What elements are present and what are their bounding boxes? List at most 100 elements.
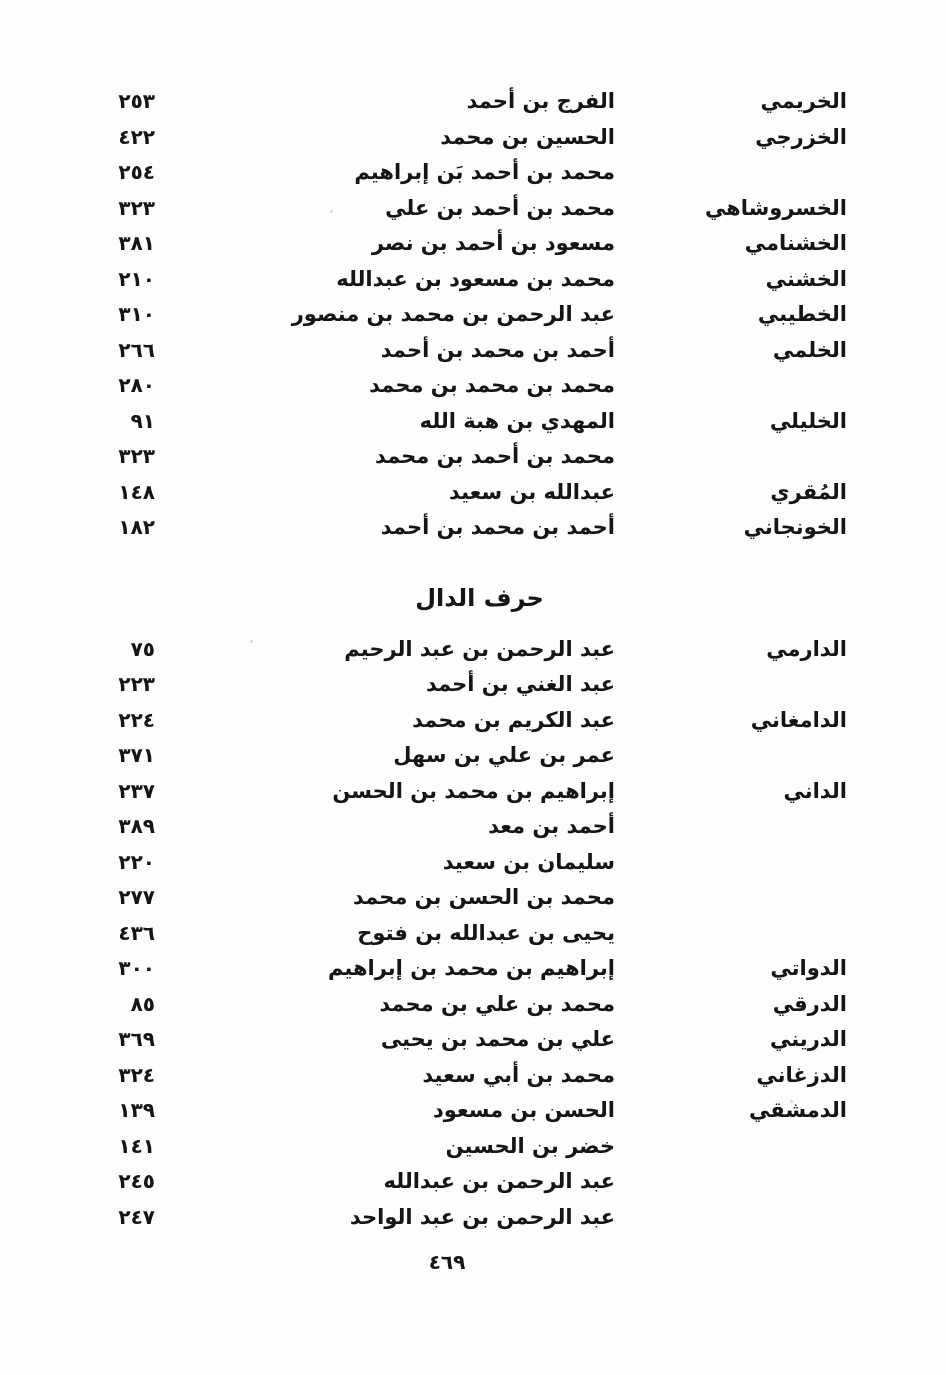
entry-name: محمد بن محمد بن محمد <box>369 373 615 397</box>
entry-name: إبراهيم بن محمد بن الحسن <box>332 778 615 803</box>
entry-surname: الدزغاني <box>756 1062 847 1087</box>
table-row: عبد الغني بن أحمد ٢٢٣ <box>100 667 847 703</box>
table-row: المُقري عبدالله بن سعيد ١٤٨ <box>100 475 847 511</box>
section-header: حرف الدال <box>415 583 544 612</box>
entry-page-number: ٣٦٩ <box>118 1027 155 1051</box>
entry-name: عبد الرحمن بن عبدالله <box>383 1169 615 1193</box>
entry-surname: الدارمي <box>766 636 847 661</box>
table-row: عمر بن علي بن سهل ٣٧١ <box>100 738 847 774</box>
scan-speck <box>250 640 253 643</box>
entry-name: المهدي بن هبة الله <box>419 408 615 433</box>
entry-name: عمر بن علي بن سهل <box>393 743 615 767</box>
entry-page-number: ٢٣٧ <box>118 778 155 803</box>
entry-surname: الخشني <box>765 266 847 291</box>
entry-name: إبراهيم بن محمد بن إبراهيم <box>327 956 615 980</box>
entry-name: محمد بن أحمد بن علي <box>385 195 615 220</box>
entry-name: خضر بن الحسين <box>445 1133 615 1158</box>
entry-name: عبد الكريم بن محمد <box>412 707 615 732</box>
table-row: الخطيبي عبد الرحمن بن محمد بن منصور ٣١٠ <box>100 297 847 333</box>
entry-name: محمد بن علي بن محمد <box>379 991 615 1016</box>
entry-page-number: ٢٦٦ <box>118 337 155 362</box>
entry-surname: الداني <box>783 778 847 803</box>
entry-surname: الدمشقي <box>749 1098 847 1122</box>
table-row: عبد الرحمن بن عبد الواحد ٢٤٧ <box>100 1200 847 1236</box>
entry-page-number: ٣٨١ <box>118 231 155 255</box>
entry-page-number: ٨٥ <box>130 991 155 1016</box>
entry-page-number: ٩١ <box>130 408 155 433</box>
entry-name: محمد بن مسعود بن عبدالله <box>336 266 615 291</box>
table-row: عبد الرحمن بن عبدالله ٢٤٥ <box>100 1164 847 1200</box>
index-section: الخريمي الفرج بن أحمد ٢٥٣ الخزرجي الحسين… <box>100 84 847 546</box>
entry-name: عبدالله بن سعيد <box>448 479 615 504</box>
table-row: الخشنامي مسعود بن أحمد بن نصر ٣٨١ <box>100 226 847 262</box>
table-row: الخونجاني أحمد بن محمد بن أحمد ١٨٢ <box>100 510 847 546</box>
entry-page-number: ٤٢٢ <box>118 124 155 149</box>
table-row: الدمشقي الحسن بن مسعود ١٣٩ <box>100 1093 847 1129</box>
table-row: الدرقي محمد بن علي بن محمد ٨٥ <box>100 987 847 1023</box>
entry-page-number: ٣٠٠ <box>118 956 155 980</box>
entry-surname: الخليلي <box>769 408 847 433</box>
entry-name: أحمد بن محمد بن أحمد <box>380 515 615 539</box>
entry-name: الحسن بن مسعود <box>432 1098 615 1122</box>
entry-page-number: ٣٢٣ <box>118 444 155 468</box>
entry-surname: الخشنامي <box>744 231 847 255</box>
entry-name: عبد الرحمن بن محمد بن منصور <box>291 302 615 326</box>
scan-speck <box>330 210 333 213</box>
table-row: الداني إبراهيم بن محمد بن الحسن ٢٣٧ <box>100 774 847 810</box>
entry-page-number: ٢٤٥ <box>118 1169 155 1193</box>
table-row: الخريمي الفرج بن أحمد ٢٥٣ <box>100 84 847 120</box>
scan-speck <box>790 1100 793 1103</box>
entry-page-number: ١٤٨ <box>118 479 155 504</box>
entry-page-number: ٢١٠ <box>118 266 155 291</box>
entry-name: محمد بن أحمد بَن إبراهيم <box>354 160 615 184</box>
table-row: محمد بن محمد بن محمد ٢٨٠ <box>100 368 847 404</box>
table-row: الخشني محمد بن مسعود بن عبدالله ٢١٠ <box>100 262 847 298</box>
entry-page-number: ٢٤٧ <box>118 1204 155 1229</box>
entry-name: علي بن محمد بن يحيى <box>380 1027 615 1051</box>
section-rows: الخريمي الفرج بن أحمد ٢٥٣ الخزرجي الحسين… <box>100 84 847 546</box>
entry-name: عبد الرحمن بن عبد الرحيم <box>344 636 615 661</box>
entry-surname: الخونجاني <box>743 515 847 539</box>
table-row: محمد بن الحسن بن محمد ٢٧٧ <box>100 880 847 916</box>
entry-surname: الدرقي <box>772 991 847 1016</box>
entry-surname: الخسروشاهي <box>704 195 847 220</box>
entry-page-number: ٣٢٣ <box>118 195 155 220</box>
entry-surname: الخلمي <box>772 337 847 362</box>
entry-page-number: ٢٥٣ <box>118 89 155 113</box>
entry-surname: الخريمي <box>760 89 848 113</box>
entry-surname: الخطيبي <box>757 302 847 326</box>
table-row: خضر بن الحسين ١٤١ <box>100 1129 847 1165</box>
entry-page-number: ١٣٩ <box>118 1098 155 1122</box>
entry-name: الحسين بن محمد <box>440 124 615 149</box>
entry-name: الفرج بن أحمد <box>466 89 615 113</box>
entry-page-number: ٣٢٤ <box>118 1062 155 1087</box>
entry-page-number: ٢٢٤ <box>118 707 155 732</box>
table-row: يحيى بن عبدالله بن فتوح ٤٣٦ <box>100 916 847 952</box>
entry-name: محمد بن الحسن بن محمد <box>353 885 615 909</box>
entry-surname: المُقري <box>770 479 847 504</box>
entry-page-number: ٢٨٠ <box>118 373 155 397</box>
entry-page-number: ٣٧١ <box>118 743 155 767</box>
section-rows: الدارمي عبد الرحمن بن عبد الرحيم ٧٥ عبد … <box>100 632 847 1236</box>
entry-surname: الخزرجي <box>755 124 847 149</box>
table-row: سليمان بن سعيد ٢٢٠ <box>100 845 847 881</box>
entry-page-number: ٢٧٧ <box>118 885 155 909</box>
table-row: الدواتي إبراهيم بن محمد بن إبراهيم ٣٠٠ <box>100 951 847 987</box>
entry-name: أحمد بن محمد بن أحمد <box>380 337 615 362</box>
entry-page-number: ٢٢٣ <box>118 672 155 696</box>
table-row: محمد بن أحمد بَن إبراهيم ٢٥٤ <box>100 155 847 191</box>
entry-surname: الدامغاني <box>750 707 847 732</box>
entry-name: أحمد بن معد <box>488 814 615 838</box>
table-row: الدريني علي بن محمد بن يحيى ٣٦٩ <box>100 1022 847 1058</box>
page-number: ٤٦٩ <box>428 1250 466 1274</box>
entry-page-number: ١٨٢ <box>118 515 155 539</box>
entry-name: عبد الرحمن بن عبد الواحد <box>349 1204 615 1229</box>
entry-page-number: ٣٨٩ <box>118 814 155 838</box>
entry-page-number: ٢٢٠ <box>118 849 155 874</box>
table-row: الدزغاني محمد بن أبي سعيد ٣٢٤ <box>100 1058 847 1094</box>
table-row: الدامغاني عبد الكريم بن محمد ٢٢٤ <box>100 703 847 739</box>
entry-page-number: ٧٥ <box>130 636 155 661</box>
table-row: الدارمي عبد الرحمن بن عبد الرحيم ٧٥ <box>100 632 847 668</box>
index-sections: الخريمي الفرج بن أحمد ٢٥٣ الخزرجي الحسين… <box>100 84 847 1236</box>
